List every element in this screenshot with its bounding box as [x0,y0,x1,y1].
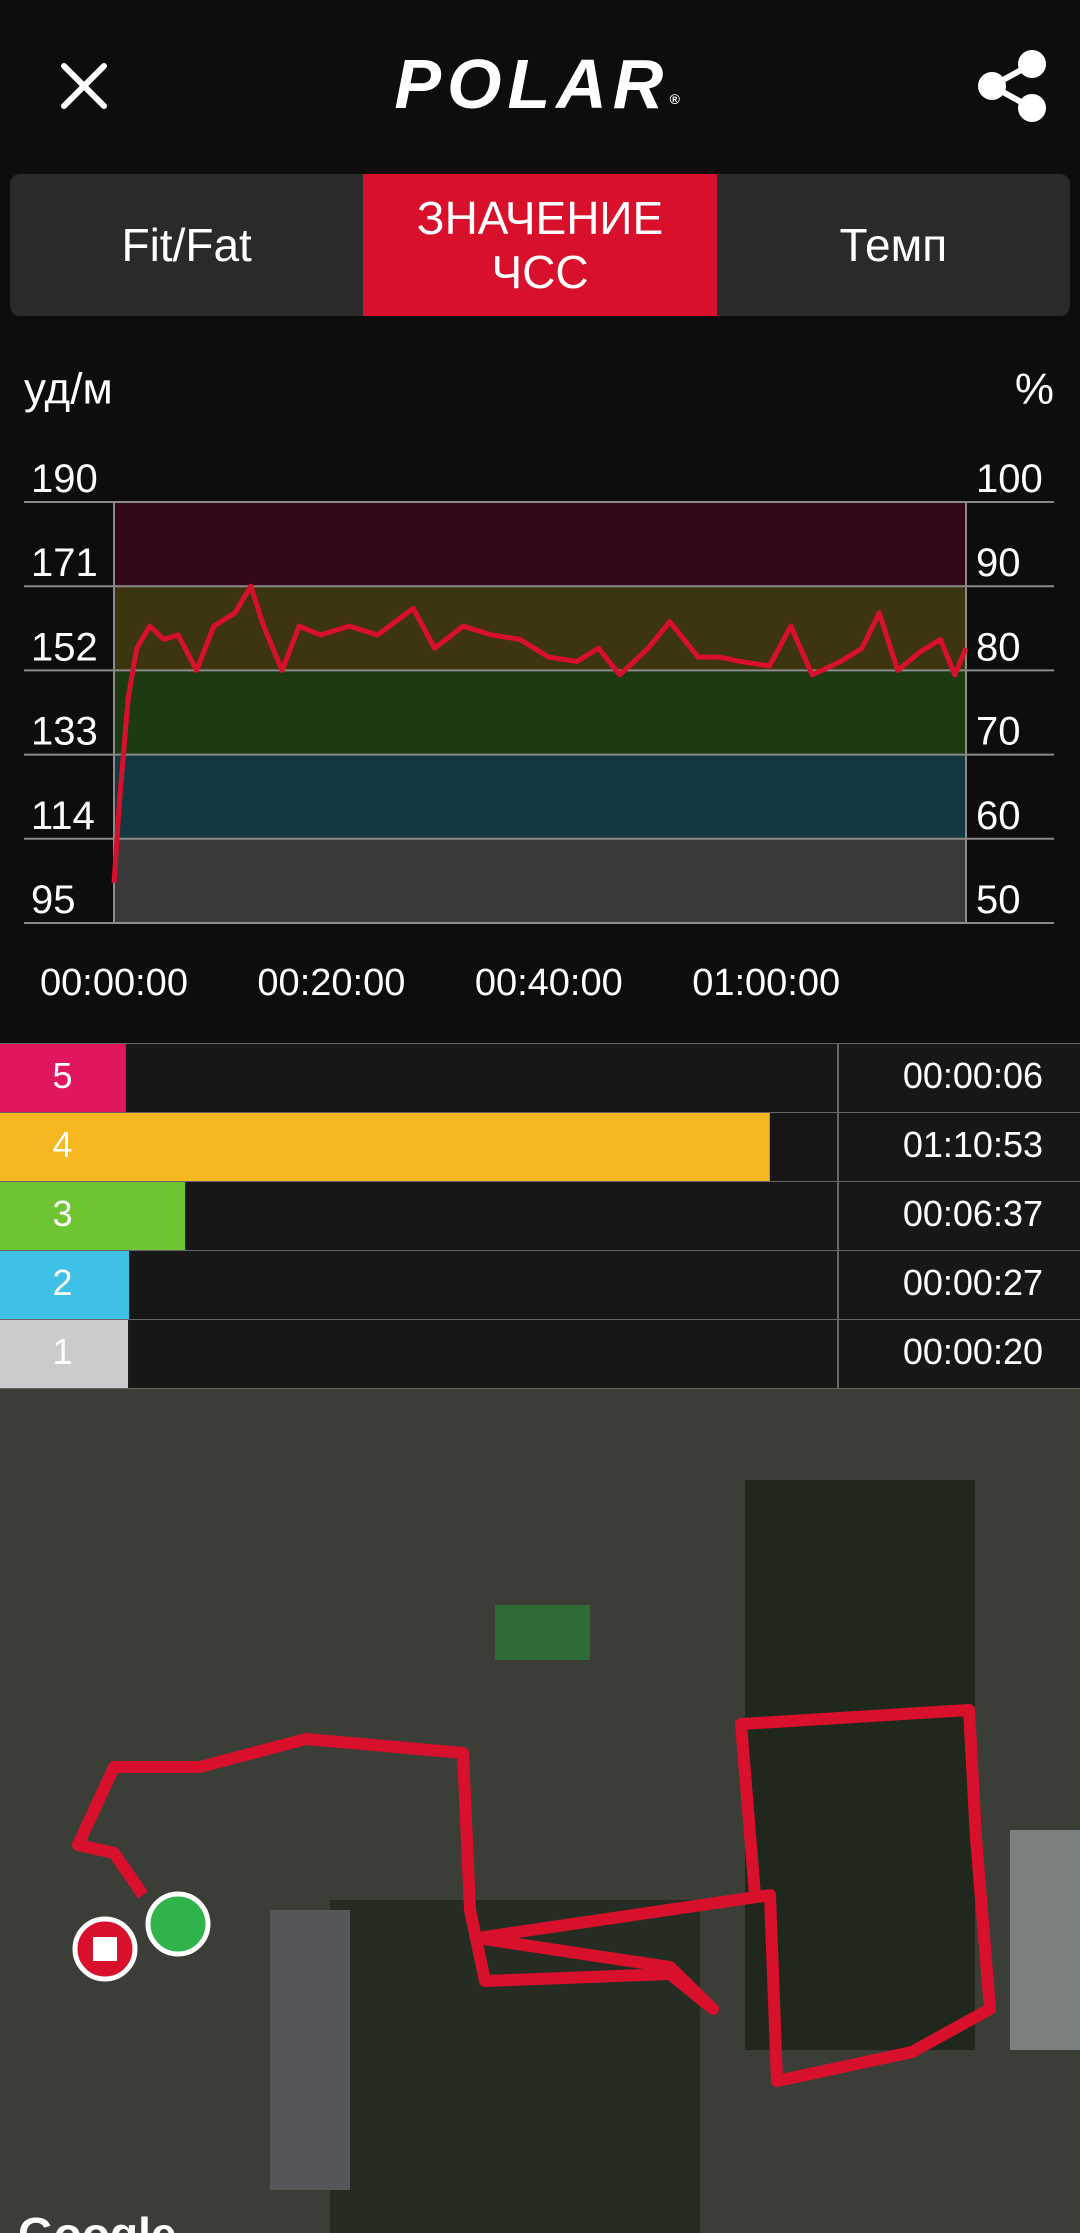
map[interactable]: Google [0,1389,1080,2233]
tab[interactable]: Темп [839,219,948,271]
zone-number: 3 [52,1193,72,1234]
hr-zone-band [114,838,966,923]
x-tick-label: 00:40:00 [475,962,623,1004]
map-attribution: Google [18,2208,176,2233]
zone-time: 00:00:20 [903,1331,1043,1372]
route [72,1704,996,2087]
zone-number: 2 [52,1262,72,1303]
y-tick-label: 152 [31,625,98,669]
tab[interactable]: Fit/Fat [121,219,252,271]
y2-tick-label: 100 [976,457,1043,501]
x-tick-label: 01:00:00 [692,962,840,1004]
stadium [495,1605,590,1660]
share-button[interactable] [978,50,1046,122]
y2-tick-label: 80 [976,625,1021,669]
y2-tick-label: 60 [976,794,1021,838]
tab-bar: Fit/Fat ЗНАЧЕНИЕ ЧСС Темп [10,174,1070,316]
stop-icon [93,1937,117,1961]
y-tick-label: 114 [31,794,95,838]
zone-row [0,1320,1080,1389]
zone-number: 1 [52,1331,72,1372]
zone-time: 00:00:06 [903,1055,1043,1096]
y2-tick-label: 90 [976,541,1021,585]
zone-row [0,1251,1080,1320]
zone-number-cell [0,1251,125,1320]
logo-text: POLAR [394,45,669,123]
y-tick-label: 190 [31,457,98,501]
zone-bar [125,1113,770,1182]
zone-number-cell [0,1182,125,1251]
forest [330,1900,700,2233]
x-tick-label: 00:00:00 [40,962,188,1004]
y2-axis-label: % [1015,365,1054,414]
y2-tick-label: 50 [976,878,1021,922]
zone-number-cell [0,1113,125,1182]
y-tick-label: 95 [31,878,76,922]
zone-bar [125,1044,126,1113]
building [1010,1830,1080,2050]
y-tick-label: 133 [31,710,98,754]
building [270,1910,350,2190]
y-tick-label: 171 [31,541,98,585]
y-axis-label: уд/м [24,365,113,414]
hr-line [111,583,969,884]
forest [745,1480,975,2050]
start-marker[interactable] [145,1891,211,1957]
zone-number-cell [0,1320,125,1389]
zone-number: 5 [52,1055,72,1096]
zone-bar [125,1251,130,1320]
tab[interactable]: ЗНАЧЕНИЕ ЧСС [363,174,717,316]
zone-number: 4 [52,1124,72,1165]
x-tick-label: 00:20:00 [257,962,405,1004]
zone-bar [125,1182,186,1251]
zone-bar [125,1320,129,1389]
zone-time: 01:10:53 [903,1124,1043,1165]
trademark: ® [669,91,685,107]
zone-time: 00:00:27 [903,1262,1043,1303]
zone-row [0,1044,1080,1113]
hr-zone-band [114,502,966,587]
hr-zone-band [114,670,966,755]
zone-number-cell [0,1044,125,1113]
hr-zone-band [114,754,966,839]
y2-tick-label: 70 [976,710,1021,754]
close-button[interactable] [61,63,107,109]
logo: POLAR® [394,45,685,123]
zone-time: 00:06:37 [903,1193,1043,1234]
